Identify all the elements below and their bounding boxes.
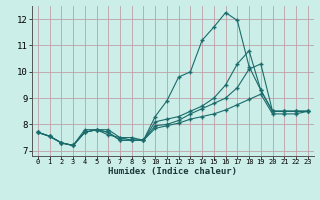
X-axis label: Humidex (Indice chaleur): Humidex (Indice chaleur)	[108, 167, 237, 176]
